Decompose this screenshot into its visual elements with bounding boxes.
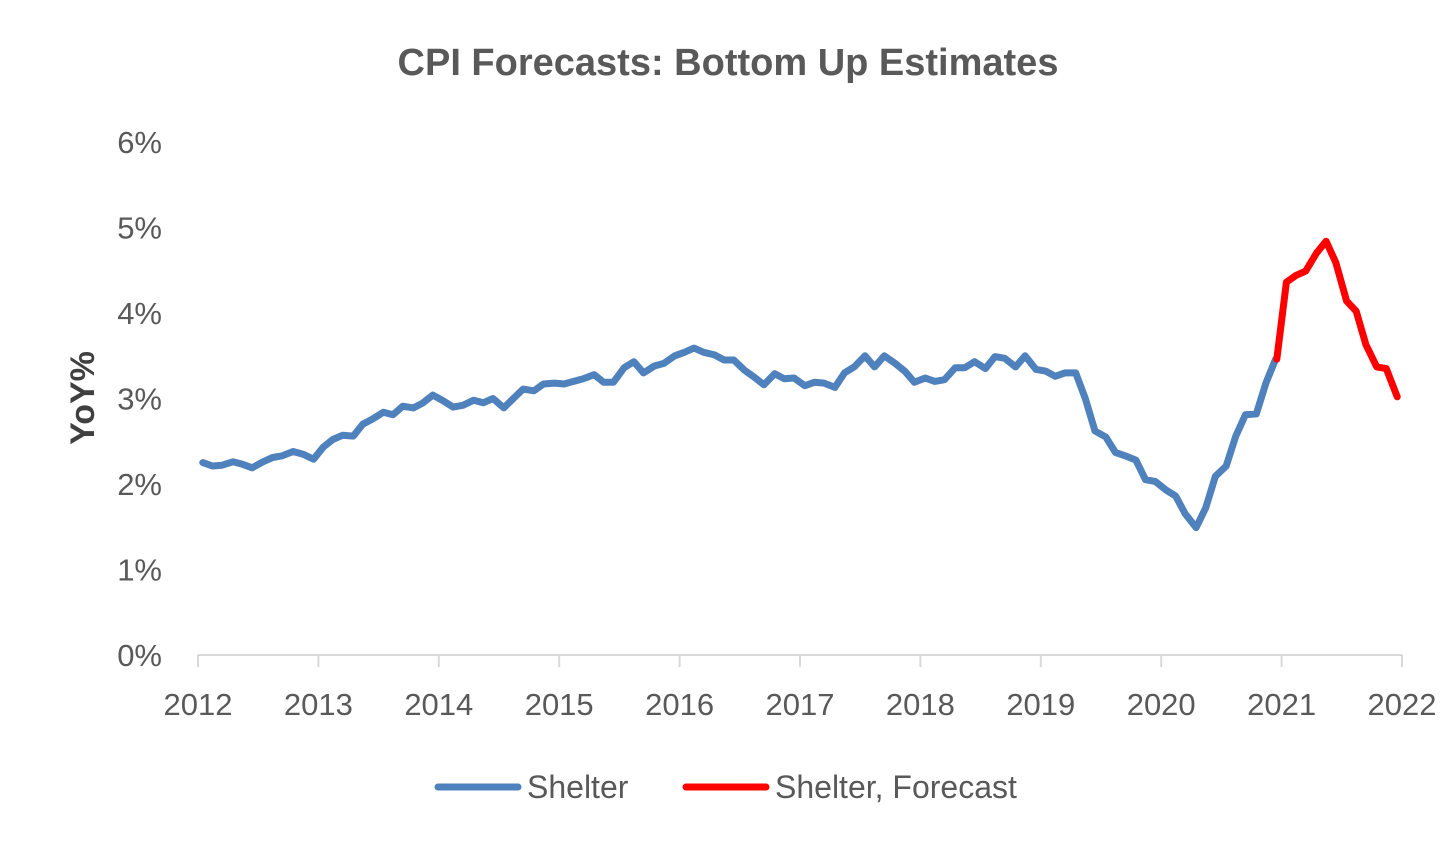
- legend-label: Shelter: [527, 769, 629, 805]
- y-tick-label: 1%: [117, 553, 162, 588]
- plot-area: [199, 237, 1401, 532]
- series-line-shelter: [199, 344, 1280, 532]
- x-tick-label: 2019: [1006, 687, 1075, 722]
- legend: Shelter Shelter, Forecast: [434, 769, 1017, 805]
- chart-title: CPI Forecasts: Bottom Up Estimates: [398, 42, 1059, 84]
- x-tick-label: 2016: [645, 687, 714, 722]
- x-tick-label: 2012: [164, 687, 233, 722]
- y-tick-label: 3%: [117, 382, 162, 417]
- x-tick-label: 2022: [1368, 687, 1437, 722]
- y-axis-label: YoY%: [64, 351, 102, 445]
- x-tick-label: 2014: [404, 687, 473, 722]
- x-axis: 2012 2013 2014 2015 2016 2017 2018 2019 2020 2021…: [164, 654, 1437, 722]
- x-tick-label: 2015: [525, 687, 594, 722]
- y-tick-label: 4%: [117, 296, 162, 331]
- x-tick-label: 2017: [766, 687, 835, 722]
- y-axis: 0% 1% 2% 3% 4% 5% 6%: [117, 125, 162, 673]
- y-tick-label: 0%: [117, 638, 162, 673]
- legend-label: Shelter, Forecast: [775, 769, 1017, 805]
- x-tick-label: 2020: [1127, 687, 1196, 722]
- series-line-shelter-forecast: [1273, 237, 1401, 401]
- x-tick-label: 2021: [1247, 687, 1316, 722]
- y-tick-label: 5%: [117, 211, 162, 246]
- y-tick-label: 6%: [117, 125, 162, 160]
- y-tick-label: 2%: [117, 467, 162, 502]
- x-tick-label: 2013: [284, 687, 353, 722]
- x-tick-label: 2018: [886, 687, 955, 722]
